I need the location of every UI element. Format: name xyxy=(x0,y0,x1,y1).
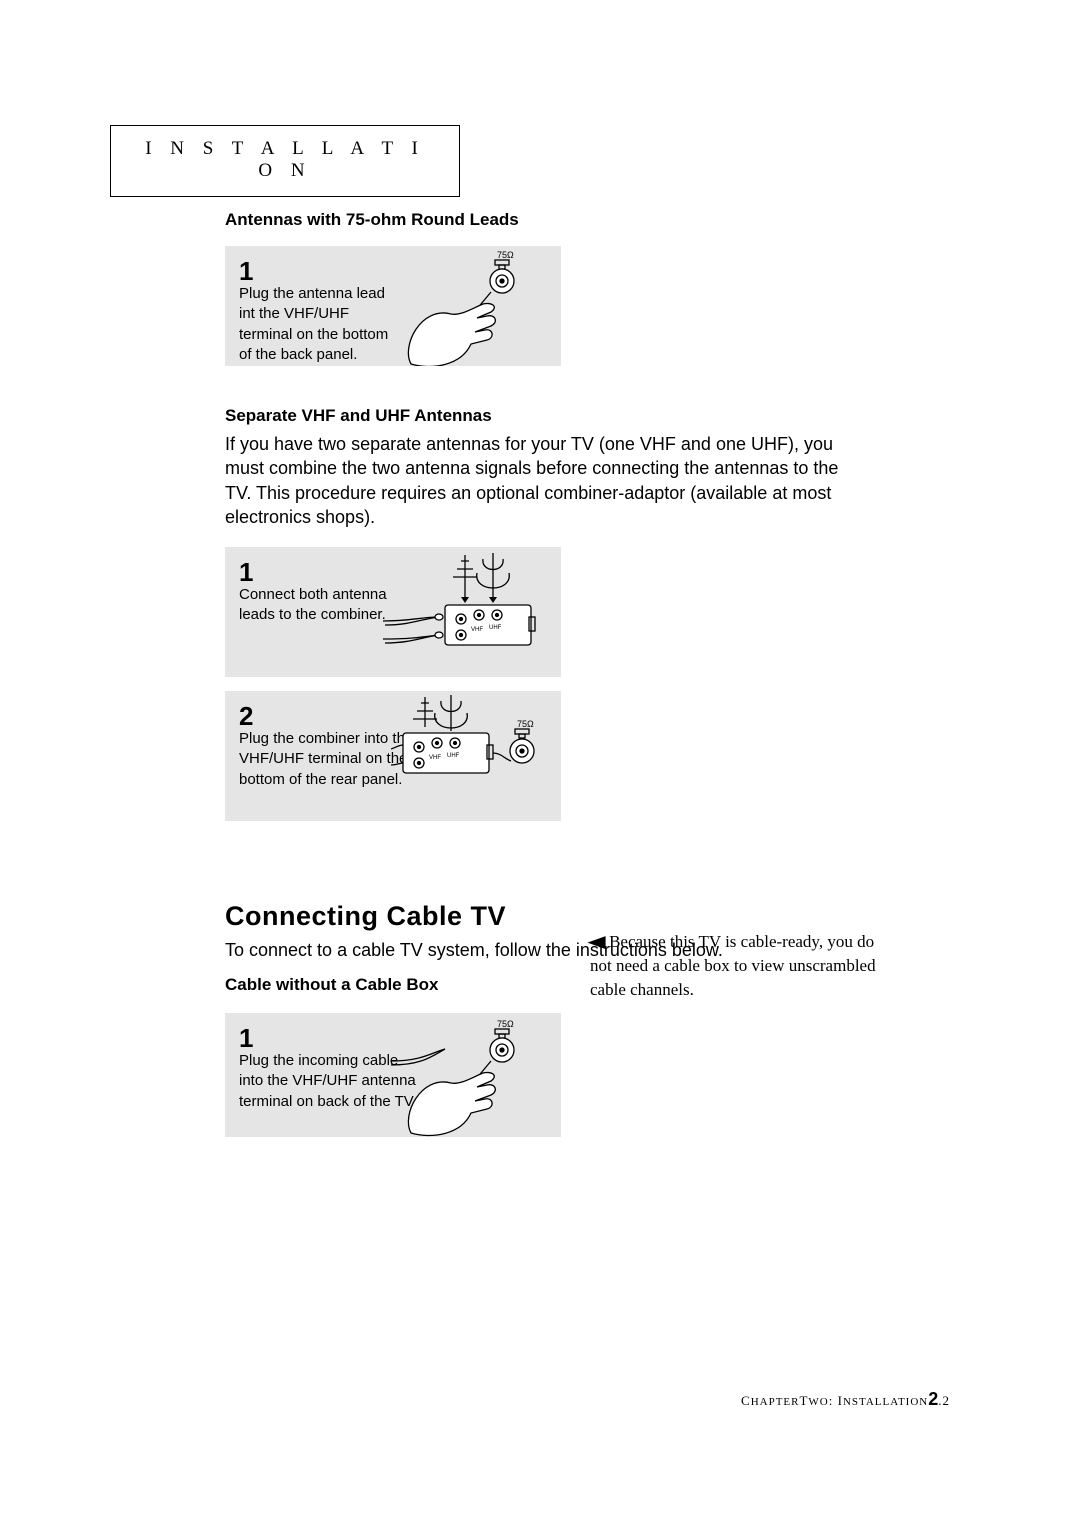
footer-part: HAPTER xyxy=(751,1396,800,1408)
pointer-left-icon: ◀ xyxy=(587,930,605,954)
step-panel: 2 Plug the combiner into the VHF/UHF ter… xyxy=(225,691,561,821)
subheading-75ohm: Antennas with 75-ohm Round Leads xyxy=(225,210,965,230)
page: I N S T A L L A T I O N Antennas with 75… xyxy=(0,0,1080,1528)
antenna-plug-illustration: 75Ω xyxy=(391,246,561,366)
margin-note: ◀Because this TV is cable-ready, you do … xyxy=(590,930,890,1001)
footer-page-major: 2 xyxy=(928,1389,938,1409)
ohm-label: 75Ω xyxy=(497,250,514,260)
ohm-label: 75Ω xyxy=(497,1019,514,1029)
step-text: Connect both antenna leads to the combin… xyxy=(239,585,399,626)
subheading-separate: Separate VHF and UHF Antennas xyxy=(225,406,965,426)
chapter-heading-box: I N S T A L L A T I O N xyxy=(110,125,460,197)
vhf-label: VHF xyxy=(429,755,441,761)
footer-page-minor: .2 xyxy=(938,1393,950,1408)
combiner-illustration: VHF UHF xyxy=(381,547,561,677)
chapter-heading: I N S T A L L A T I O N xyxy=(145,138,425,181)
vhf-label: VHF xyxy=(471,627,483,633)
note-text: Because this TV is cable-ready, you do n… xyxy=(590,932,876,999)
cable-plug-illustration: 75Ω xyxy=(391,1013,561,1137)
footer-part: NSTALLATION xyxy=(843,1396,928,1408)
page-footer: CHAPTERTWO: INSTALLATION2.2 xyxy=(741,1389,950,1410)
step-panel: 1 Connect both antenna leads to the comb… xyxy=(225,547,561,677)
step-panel: 1 Plug the antenna lead int the VHF/UHF … xyxy=(225,246,561,366)
step-panel: 1 Plug the incoming cable into the VHF/U… xyxy=(225,1013,561,1137)
ohm-label: 75Ω xyxy=(517,719,534,729)
combiner-plug-illustration: VHF UHF 75Ω xyxy=(391,691,561,821)
section-title-cabletv: Connecting Cable TV xyxy=(225,901,965,932)
intro-text: If you have two separate antennas for yo… xyxy=(225,432,865,529)
step-text: Plug the antenna lead int the VHF/UHF te… xyxy=(239,284,399,365)
uhf-label: UHF xyxy=(489,625,502,631)
footer-part: C xyxy=(741,1393,751,1408)
footer-part: : I xyxy=(829,1393,843,1408)
footer-part: WO xyxy=(808,1396,828,1408)
uhf-label: UHF xyxy=(447,753,460,759)
